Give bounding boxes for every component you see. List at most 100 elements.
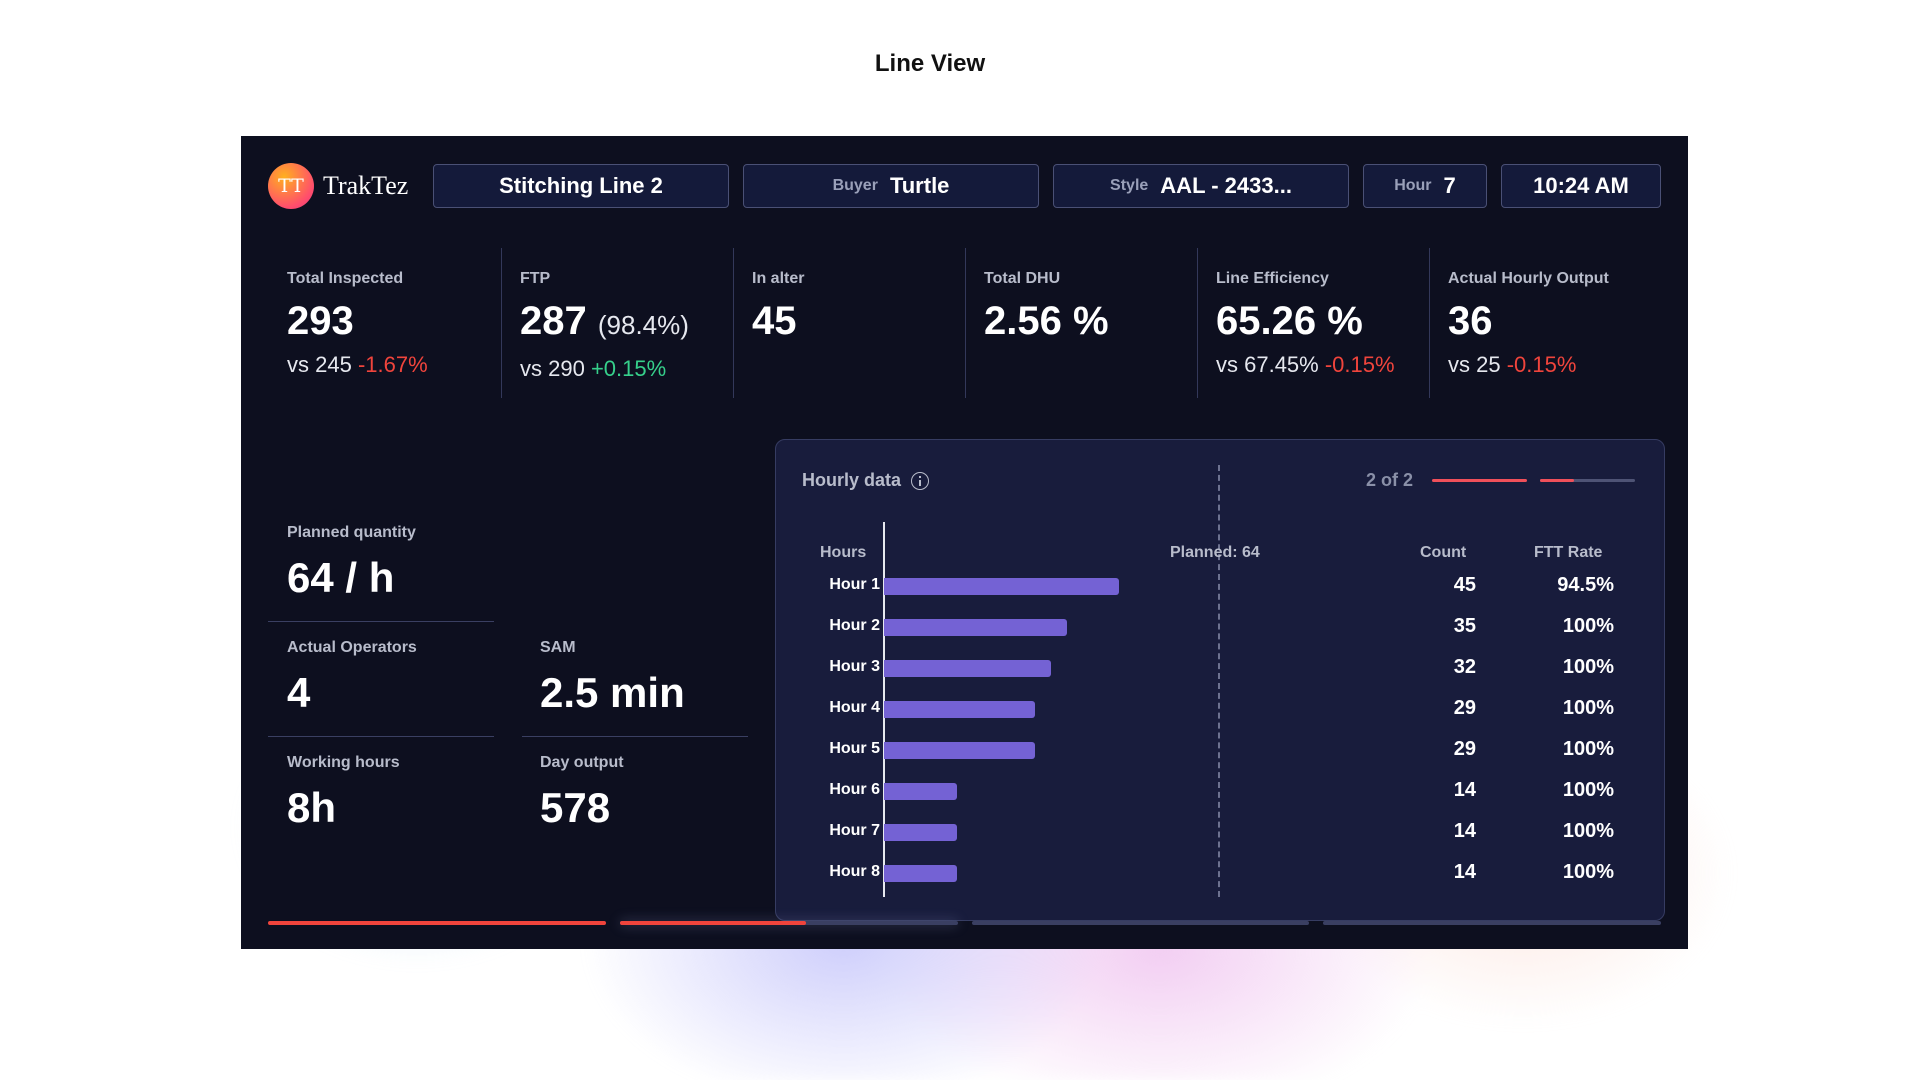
- hourly-row: Hour 1 45 94.5%: [776, 566, 1666, 607]
- hour-label: Hour 3: [829, 658, 880, 675]
- count-bar: [884, 865, 957, 882]
- dashboard-screen: TT TrakTez Stitching Line 2 Buyer Turtle…: [241, 136, 1688, 949]
- style-selector[interactable]: Style AAL - 2433...: [1053, 164, 1349, 208]
- page-title: Line View: [874, 50, 986, 77]
- ftt-rate-value: 100%: [1562, 615, 1614, 637]
- metric-value: 36: [1448, 299, 1493, 343]
- page-progress-segment[interactable]: [1323, 921, 1661, 925]
- count-bar: [884, 783, 957, 800]
- hour-label: Hour 5: [829, 740, 880, 757]
- stat-label: Working hours: [287, 754, 400, 771]
- buyer-selector[interactable]: Buyer Turtle: [743, 164, 1039, 208]
- stat-working-hours: Working hours 8h: [287, 754, 513, 832]
- metric-value: 2.56 %: [984, 299, 1109, 343]
- line-selector[interactable]: Stitching Line 2: [433, 164, 729, 208]
- stat-label: SAM: [540, 639, 576, 656]
- count-bar: [884, 619, 1067, 636]
- count-value: 29: [1453, 738, 1476, 760]
- clock-display: 10:24 AM: [1501, 164, 1661, 208]
- buyer-value: Turtle: [889, 173, 950, 198]
- pager-bar-page-2[interactable]: [1540, 479, 1635, 482]
- hourly-row: Hour 8 14 100%: [776, 853, 1666, 894]
- count-value: 35: [1453, 615, 1476, 637]
- hourly-data-title: Hourly data: [802, 470, 930, 491]
- metric-comparison: vs 245 -1.67%: [287, 352, 428, 377]
- hourly-data-panel: Hourly data 2 of 2 Planned: 64 Hours Cou…: [775, 439, 1665, 921]
- stat-sam: SAM 2.5 min: [540, 639, 766, 717]
- count-value: 32: [1453, 656, 1476, 678]
- count-bar: [884, 660, 1051, 677]
- metric-comparison: vs 67.45% -0.15%: [1216, 352, 1395, 377]
- metric-label: FTP: [520, 270, 551, 287]
- hour-label: Hour 1: [829, 576, 880, 593]
- count-value: 29: [1453, 697, 1476, 719]
- pager-bar-page-1[interactable]: [1432, 479, 1527, 482]
- hour-label: Hour 4: [829, 699, 880, 716]
- hour-selector[interactable]: Hour 7: [1363, 164, 1487, 208]
- metric-delta: -1.67%: [357, 352, 428, 377]
- metric-label: Total DHU: [984, 270, 1061, 287]
- stat-label: Planned quantity: [287, 524, 416, 541]
- page-progress-segment[interactable]: [619, 921, 958, 925]
- ftt-rate-value: 100%: [1562, 861, 1614, 883]
- count-bar: [884, 824, 957, 841]
- metric-value: 293: [287, 299, 354, 343]
- metric-total-inspected: Total Inspected 293 vs 245 -1.67%: [269, 248, 501, 398]
- planned-label: Planned: 64: [1170, 544, 1260, 561]
- column-header-count: Count: [1420, 544, 1467, 561]
- brand-name: TrakTez: [323, 171, 409, 200]
- hour-label: Hour 6: [829, 781, 880, 798]
- hour-label: Hour: [1394, 177, 1432, 194]
- ftt-rate-value: 100%: [1562, 779, 1614, 801]
- hour-label: Hour 2: [829, 617, 880, 634]
- pager-bar-fill: [1540, 479, 1575, 482]
- traktez-logo-icon: TT: [268, 163, 314, 209]
- brand-logo: TT TrakTez: [268, 163, 408, 209]
- pager-indicator: 2 of 2: [1366, 470, 1414, 490]
- hourly-row: Hour 2 35 100%: [776, 607, 1666, 648]
- stat-value: 578: [540, 784, 611, 831]
- hourly-row: Hour 3 32 100%: [776, 648, 1666, 689]
- hour-label: Hour 7: [829, 822, 880, 839]
- metric-value: 45: [752, 299, 797, 343]
- metric-percent: (98.4%): [597, 310, 689, 340]
- stat-planned-quantity: Planned quantity 64 / h: [287, 524, 513, 602]
- ftt-rate-value: 100%: [1562, 656, 1614, 678]
- current-time: 10:24 AM: [1533, 173, 1629, 198]
- stat-value: 2.5 min: [540, 669, 685, 716]
- page-progress-segment[interactable]: [268, 921, 606, 925]
- stat-label: Actual Operators: [287, 639, 417, 656]
- metric-actual-hourly-output: Actual Hourly Output 36 vs 25 -0.15%: [1429, 248, 1669, 398]
- ftt-rate-value: 100%: [1562, 738, 1614, 760]
- stat-value: 64 / h: [287, 554, 395, 601]
- count-value: 45: [1453, 574, 1476, 596]
- buyer-label: Buyer: [832, 177, 878, 194]
- metric-delta: -0.15%: [1506, 352, 1577, 377]
- style-label: Style: [1110, 177, 1149, 194]
- ftt-rate-value: 100%: [1562, 697, 1614, 719]
- metric-value: 65.26 %: [1216, 299, 1363, 343]
- metric-total-dhu: Total DHU 2.56 %: [965, 248, 1197, 398]
- info-icon[interactable]: [911, 471, 930, 490]
- planned-threshold-line: [1218, 465, 1220, 897]
- divider: [268, 736, 494, 737]
- style-value: AAL - 2433...: [1160, 173, 1292, 198]
- stat-label: Day output: [540, 754, 624, 771]
- stat-day-output: Day output 578: [540, 754, 766, 832]
- count-bar: [884, 578, 1119, 595]
- ftt-rate-value: 100%: [1562, 820, 1614, 842]
- divider: [522, 736, 748, 737]
- divider: [268, 621, 494, 622]
- column-header-ftt-rate: FTT Rate: [1534, 544, 1603, 561]
- page-progress-segment[interactable]: [971, 921, 1310, 925]
- metric-ftp: FTP 287 (98.4%) vs 290 +0.15%: [501, 248, 733, 398]
- hourly-row: Hour 6 14 100%: [776, 771, 1666, 812]
- column-header-hours: Hours: [820, 544, 867, 561]
- count-value: 14: [1453, 779, 1476, 801]
- metric-label: Actual Hourly Output: [1448, 270, 1609, 287]
- metric-value: 287 (98.4%): [520, 299, 689, 343]
- metric-comparison: vs 25 -0.15%: [1448, 352, 1577, 377]
- count-value: 14: [1453, 820, 1476, 842]
- hourly-row: Hour 7 14 100%: [776, 812, 1666, 853]
- stat-value: 8h: [287, 784, 337, 831]
